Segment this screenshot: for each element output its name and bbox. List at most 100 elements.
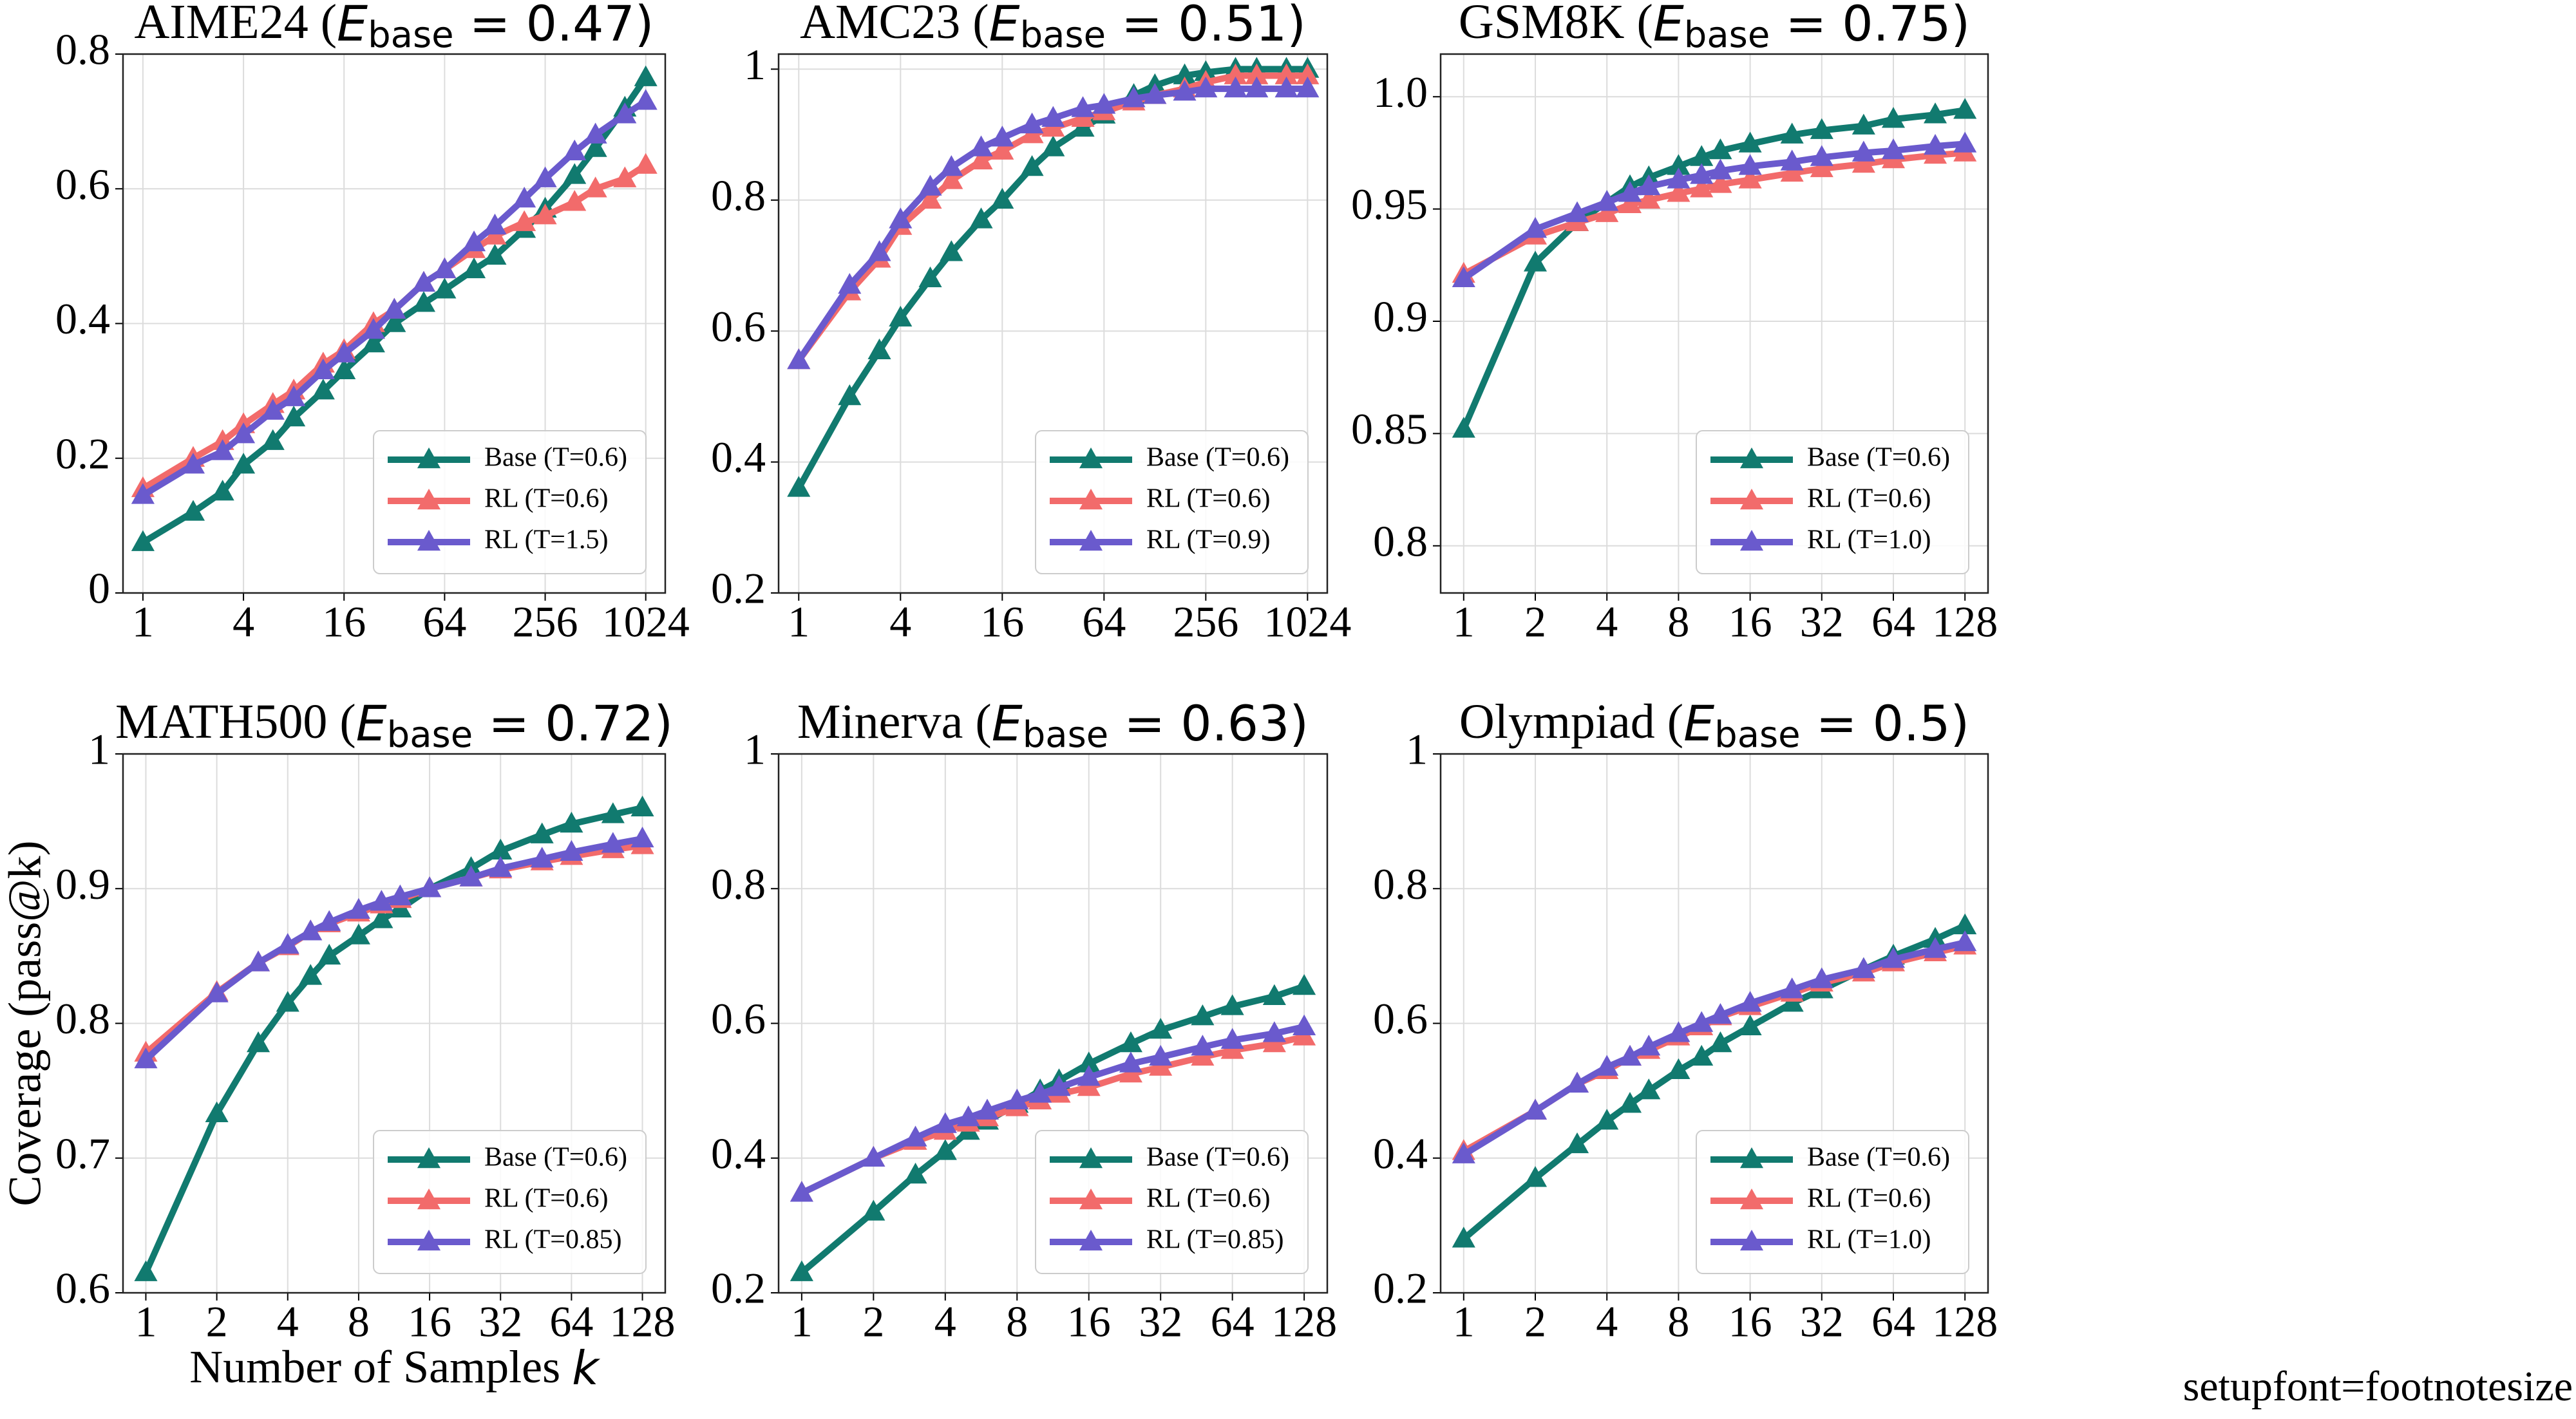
data-point — [1667, 167, 1690, 189]
data-point — [1119, 1051, 1142, 1073]
x-tick-label: 8 — [348, 1297, 370, 1346]
legend-box — [373, 430, 647, 574]
data-point — [563, 163, 587, 184]
data-point — [1041, 135, 1065, 156]
data-point — [1852, 140, 1875, 162]
data-point — [1224, 63, 1247, 84]
panel: 0.8 0.85 0.9 0.95 1.0 1 2 4 8 16 32 64 128 GSM8K (Eba… — [1351, 0, 1998, 646]
data-point — [1077, 1051, 1101, 1073]
legend-label: RL (T=0.6) — [484, 1184, 608, 1214]
data-point — [211, 480, 234, 501]
data-point — [489, 838, 513, 860]
data-point — [1149, 1044, 1173, 1066]
data-point — [1224, 76, 1247, 98]
data-point — [969, 207, 993, 229]
data-point — [1637, 174, 1661, 196]
title-symbol: E — [1653, 0, 1684, 52]
x-tick-label: 8 — [1667, 597, 1689, 646]
data-point — [282, 385, 306, 406]
data-point — [634, 89, 658, 110]
data-point — [1194, 76, 1218, 98]
data-point — [1595, 1109, 1619, 1130]
x-tick-label: 32 — [1139, 1297, 1182, 1346]
data-point — [1047, 1075, 1071, 1096]
series-line — [1462, 939, 1966, 1158]
data-point — [211, 439, 234, 460]
data-point — [560, 840, 583, 861]
y-tick-label: 1 — [88, 725, 110, 774]
title-symbol: E — [337, 0, 368, 52]
legend-label: RL (T=1.0) — [1807, 1225, 1931, 1255]
data-point — [1523, 1166, 1548, 1187]
data-point — [131, 530, 155, 551]
data-point — [1092, 93, 1116, 114]
data-point — [787, 348, 811, 370]
x-tick-label: 2 — [1524, 597, 1546, 646]
data-point — [563, 139, 587, 161]
data-point — [533, 166, 557, 187]
title-symbol: E — [992, 695, 1023, 752]
data-point — [904, 1125, 927, 1147]
data-point — [332, 341, 356, 362]
data-point — [1293, 1014, 1316, 1036]
data-point — [1738, 1014, 1762, 1036]
data-point — [1041, 106, 1065, 127]
data-point — [533, 203, 557, 225]
legend-marker — [417, 1147, 441, 1169]
y-tick-label: 0.8 — [711, 171, 766, 220]
data-point — [1637, 1078, 1661, 1100]
title-text: AIME24 ( — [135, 0, 337, 49]
data-point — [904, 1162, 927, 1184]
data-point — [1071, 96, 1095, 117]
data-point — [583, 122, 607, 144]
title-symbol: E — [356, 695, 387, 752]
title-subscript: base — [368, 14, 454, 56]
data-point — [1296, 63, 1320, 84]
data-point — [990, 187, 1014, 209]
x-tick-label: 4 — [1596, 1297, 1618, 1346]
legend-label: Base (T=0.6) — [484, 1143, 627, 1172]
legend-marker — [1079, 530, 1103, 551]
y-tick-label: 0.2 — [1373, 1264, 1428, 1313]
data-point — [1245, 76, 1269, 98]
data-point — [1738, 131, 1762, 153]
y-tick-label: 0.6 — [711, 994, 766, 1043]
y-tick-label: 1.0 — [1373, 68, 1428, 117]
y-tick-label: 0.8 — [711, 860, 766, 908]
data-point — [1149, 1017, 1173, 1039]
data-point — [1852, 957, 1875, 979]
series-line — [1462, 149, 1965, 277]
x-tick-label: 1024 — [602, 597, 690, 646]
x-tick-label: 4 — [889, 597, 911, 646]
legend-label: Base (T=0.6) — [1146, 1143, 1289, 1172]
y-tick-label: 0.4 — [55, 294, 110, 343]
data-point — [1173, 79, 1197, 101]
x-tick-label: 2 — [862, 1297, 884, 1346]
data-point — [1738, 154, 1762, 175]
data-point — [1122, 86, 1146, 108]
data-point — [1690, 145, 1714, 166]
data-point — [1220, 994, 1244, 1015]
data-point — [867, 338, 891, 360]
data-point — [276, 933, 299, 954]
legend: Base (T=0.6) RL (T=0.6) RL (T=1.5) — [373, 430, 647, 574]
data-point — [862, 1145, 886, 1167]
title-subscript: base — [1684, 14, 1770, 56]
data-point — [563, 190, 587, 211]
x-tick-label: 256 — [1173, 597, 1238, 646]
x-tick-label: 64 — [1871, 1297, 1915, 1346]
x-tick-label: 128 — [610, 1297, 676, 1346]
x-tick-label: 4 — [232, 597, 254, 646]
data-point — [383, 297, 406, 319]
data-point — [583, 136, 607, 157]
data-point — [1810, 145, 1833, 166]
legend-label: RL (T=0.6) — [484, 484, 608, 514]
legend-marker — [1079, 1189, 1103, 1210]
data-point — [634, 65, 658, 86]
series-line — [800, 1033, 1305, 1196]
legend-label: RL (T=0.6) — [1807, 484, 1931, 514]
data-point — [601, 832, 625, 853]
data-point — [601, 802, 625, 823]
data-point — [1274, 63, 1298, 84]
